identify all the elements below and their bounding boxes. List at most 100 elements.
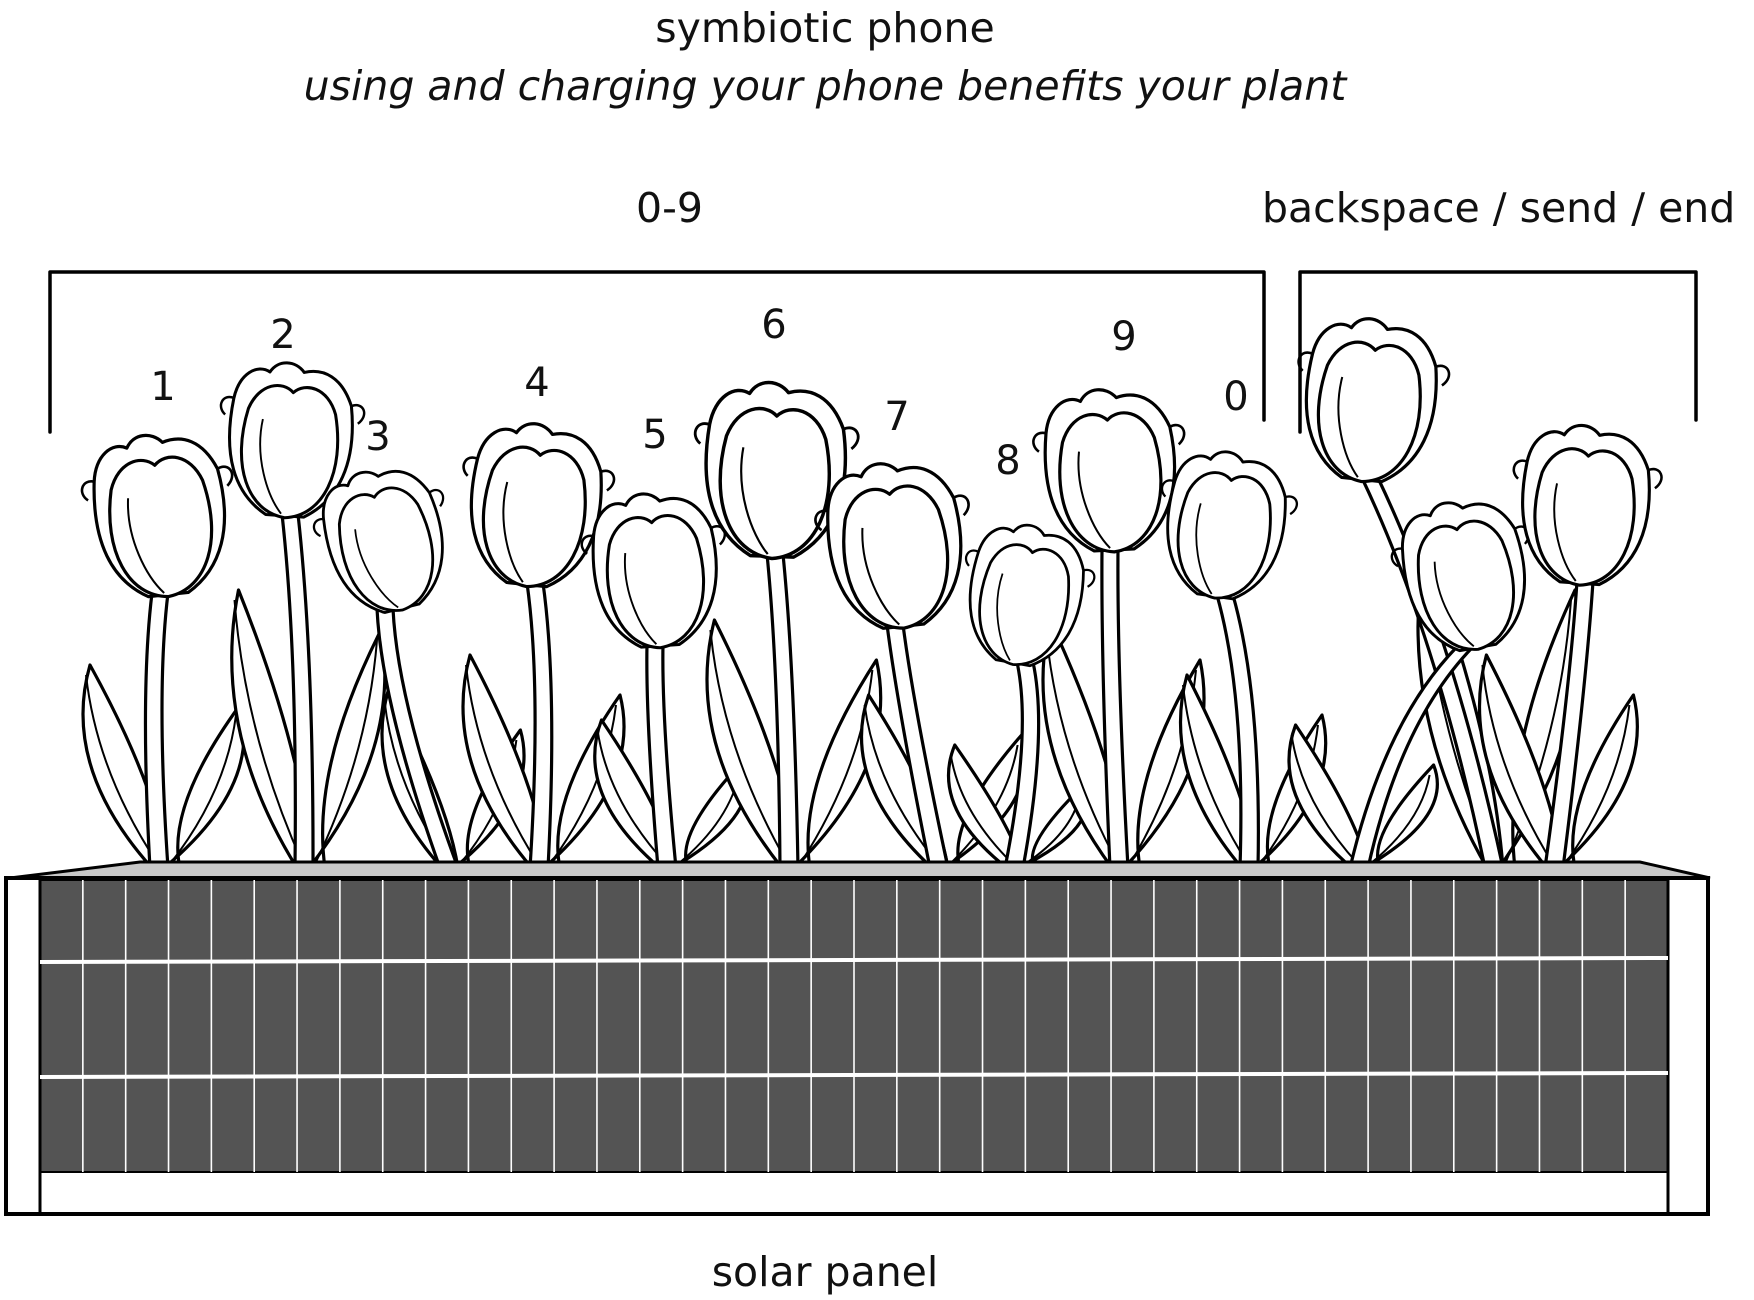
tulip-icon bbox=[1032, 388, 1186, 554]
tulip-petal-tip bbox=[580, 534, 594, 555]
tulip-leaf-vein bbox=[1182, 684, 1249, 865]
tulip-icon bbox=[814, 462, 970, 630]
tulip-petal-crease bbox=[354, 529, 399, 609]
planter-box bbox=[4, 860, 1711, 1216]
tulip-petal-tip bbox=[312, 517, 324, 538]
tulip-icon bbox=[80, 433, 234, 599]
tulip-leaf-vein bbox=[1045, 629, 1119, 865]
tulip-petal-tip bbox=[80, 480, 95, 502]
tulip-petal-crease bbox=[1553, 483, 1577, 582]
tulip-petal-tip bbox=[1083, 568, 1096, 588]
tulip-icon bbox=[1160, 450, 1299, 601]
tulip-label-5: 5 bbox=[642, 412, 667, 458]
tulip-petal-crease bbox=[861, 527, 900, 626]
tulip-petal-crease bbox=[740, 447, 769, 555]
tulip-petal-crease bbox=[1433, 561, 1475, 648]
tulip-petal-tip bbox=[462, 456, 479, 477]
tulip-icon bbox=[1297, 317, 1451, 484]
diagram-subtitle: using and charging your phone benefits y… bbox=[303, 62, 1347, 110]
tulip-front-petal bbox=[240, 384, 340, 520]
diagram-title: symbiotic phone bbox=[655, 4, 995, 52]
tulip-leaf-vein bbox=[169, 714, 237, 865]
tulip-icon bbox=[580, 492, 726, 650]
tulip-leaf-vein bbox=[596, 729, 667, 865]
keys-bracket bbox=[48, 270, 1266, 434]
tulip-leaf-vein bbox=[949, 754, 1014, 865]
tulip-leaf bbox=[792, 658, 883, 870]
tulip-label-4: 4 bbox=[524, 360, 549, 406]
tulip-front-petal bbox=[108, 455, 214, 599]
planter-rim bbox=[9, 860, 1711, 880]
tulip-petal-tip bbox=[842, 426, 860, 451]
tulip-icon bbox=[312, 469, 445, 614]
tulip-petal-crease bbox=[1195, 503, 1213, 595]
tulip-petal-tip bbox=[600, 469, 616, 492]
tulip-front-petal bbox=[842, 484, 950, 630]
tulip-petal-crease bbox=[502, 481, 524, 583]
tulip-icon bbox=[964, 523, 1096, 668]
tulip-leaf bbox=[162, 703, 246, 870]
tulip-petal-tip bbox=[1284, 495, 1299, 516]
tulip-icon bbox=[1512, 423, 1663, 587]
tulip-leaf-vein bbox=[1369, 774, 1431, 865]
tulip-label-0: 0 bbox=[1223, 374, 1248, 420]
leaf-group bbox=[81, 548, 1639, 870]
tulip-petal-tip bbox=[219, 395, 235, 416]
tulip-front-petal bbox=[718, 406, 831, 561]
tulip-petal-tip bbox=[1032, 431, 1047, 453]
tulip-petal-tip bbox=[814, 509, 829, 532]
solar-panel-label: solar panel bbox=[711, 1248, 939, 1296]
tulip-icon bbox=[693, 380, 860, 561]
tulip-petal-crease bbox=[127, 498, 165, 594]
tulip-label-7: 7 bbox=[884, 394, 909, 440]
tulip-petal-crease bbox=[259, 418, 282, 515]
tulip-petal-tip bbox=[1390, 547, 1403, 568]
tulip-petal-tip bbox=[952, 494, 970, 517]
tulip-petal-tip bbox=[1435, 364, 1451, 387]
tulip-petal-tip bbox=[216, 465, 234, 487]
tulip-leaf-vein bbox=[1564, 704, 1631, 865]
tulip-petal-tip bbox=[1647, 467, 1663, 490]
tulip-leaf bbox=[1557, 693, 1639, 870]
tulip-front-petal bbox=[1416, 519, 1515, 651]
tulip-petal-tip bbox=[1169, 423, 1186, 446]
tulip-label-1: 1 bbox=[150, 364, 175, 410]
tulip-leaf-vein bbox=[233, 599, 304, 865]
tulip-petal-crease bbox=[623, 552, 658, 645]
solar-row-divider bbox=[39, 1071, 1669, 1079]
tulip-icon bbox=[462, 422, 616, 589]
tulip-label-9: 9 bbox=[1111, 314, 1136, 360]
tulip-petal-tip bbox=[1297, 351, 1314, 372]
tulip-label-3: 3 bbox=[365, 414, 390, 460]
tulip-front-petal bbox=[1533, 447, 1636, 587]
tulip-petal-crease bbox=[1077, 451, 1111, 549]
tulip-leaf-vein bbox=[1481, 664, 1554, 865]
tulip-front-petal bbox=[337, 486, 435, 612]
controls-group-label: backspace / send / end bbox=[1262, 184, 1736, 232]
tulip-leaf-vein bbox=[549, 704, 617, 865]
tulip-icon bbox=[219, 361, 366, 520]
solar-row-divider bbox=[39, 956, 1669, 964]
tulip-leaf bbox=[1362, 763, 1439, 870]
tulip-label-group: 1 2 3 4 5 6 7 8 9 0 bbox=[150, 302, 1248, 484]
tulip-petal-tip bbox=[964, 549, 979, 567]
tulip-leaf-vein bbox=[1290, 734, 1359, 865]
tulip-petal-tip bbox=[693, 422, 711, 445]
tulip-label-2: 2 bbox=[270, 312, 295, 358]
tulip-petal-tip bbox=[350, 403, 366, 425]
keys-group-label: 0-9 bbox=[636, 184, 703, 232]
tulip-petal-tip bbox=[428, 488, 445, 507]
tulip-petal-tip bbox=[1160, 479, 1176, 498]
tulip-petal-crease bbox=[996, 573, 1011, 661]
tulip-stem bbox=[143, 591, 170, 870]
tulip-label-8: 8 bbox=[995, 438, 1020, 484]
tulip-label-6: 6 bbox=[761, 302, 786, 348]
tulip-leaf-vein bbox=[709, 629, 789, 865]
tulip-petal-tip bbox=[1512, 459, 1528, 480]
tulip-leaf-vein bbox=[314, 639, 378, 865]
tulip-icon bbox=[1390, 501, 1530, 653]
controls-bracket bbox=[1298, 270, 1698, 434]
tulip-front-petal bbox=[1058, 411, 1163, 554]
tulip-petal-crease bbox=[1337, 376, 1359, 478]
